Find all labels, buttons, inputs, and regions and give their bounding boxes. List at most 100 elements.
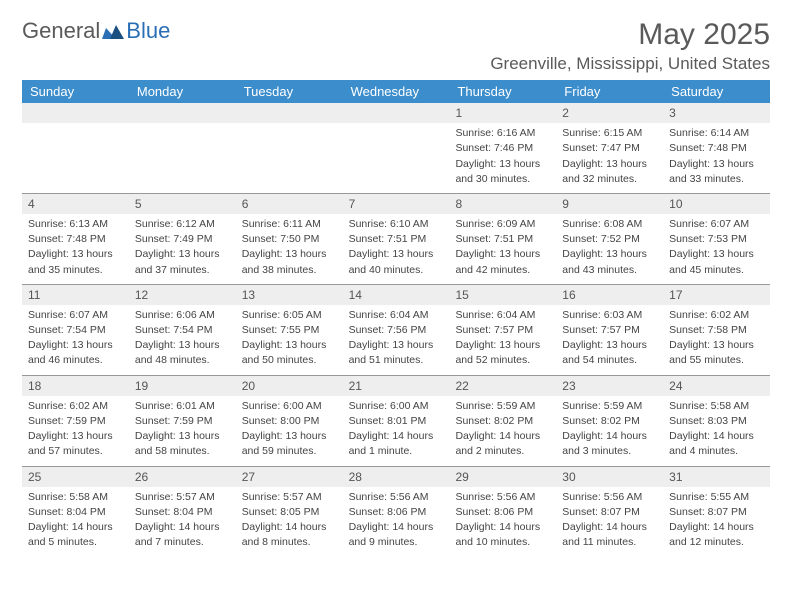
sunrise-line: Sunrise: 6:02 AM: [669, 308, 764, 322]
weekday-col: Saturday: [663, 80, 770, 103]
sunrise-line: Sunrise: 6:00 AM: [242, 399, 337, 413]
daylight-line: and 10 minutes.: [455, 535, 550, 549]
day-cell: [129, 103, 236, 193]
sunset-line: Sunset: 7:48 PM: [669, 141, 764, 155]
day-number: 1: [449, 103, 556, 123]
sunrise-line: Sunrise: 6:10 AM: [349, 217, 444, 231]
page-title: May 2025: [490, 18, 770, 52]
sunrise-line: Sunrise: 5:58 AM: [669, 399, 764, 413]
day-cell: 27Sunrise: 5:57 AMSunset: 8:05 PMDayligh…: [236, 467, 343, 557]
sunset-line: Sunset: 7:59 PM: [135, 414, 230, 428]
day-cell: 6Sunrise: 6:11 AMSunset: 7:50 PMDaylight…: [236, 194, 343, 284]
day-number: 20: [236, 376, 343, 396]
day-number: 3: [663, 103, 770, 123]
daylight-line: Daylight: 13 hours: [562, 157, 657, 171]
daylight-line: Daylight: 13 hours: [28, 429, 123, 443]
day-number: 8: [449, 194, 556, 214]
sunrise-line: Sunrise: 6:02 AM: [28, 399, 123, 413]
day-number: 15: [449, 285, 556, 305]
daylight-line: and 33 minutes.: [669, 172, 764, 186]
day-cell: 1Sunrise: 6:16 AMSunset: 7:46 PMDaylight…: [449, 103, 556, 193]
day-number: [22, 103, 129, 123]
sunset-line: Sunset: 7:57 PM: [455, 323, 550, 337]
daylight-line: Daylight: 13 hours: [135, 247, 230, 261]
day-cell: [343, 103, 450, 193]
daylight-line: Daylight: 13 hours: [28, 338, 123, 352]
weekday-col: Wednesday: [343, 80, 450, 103]
daylight-line: Daylight: 14 hours: [349, 520, 444, 534]
day-cell: 15Sunrise: 6:04 AMSunset: 7:57 PMDayligh…: [449, 285, 556, 375]
sunset-line: Sunset: 7:49 PM: [135, 232, 230, 246]
day-number: 25: [22, 467, 129, 487]
daylight-line: Daylight: 13 hours: [562, 338, 657, 352]
weekday-col: Friday: [556, 80, 663, 103]
logo: General Blue: [22, 18, 170, 44]
sunrise-line: Sunrise: 6:14 AM: [669, 126, 764, 140]
day-number: 22: [449, 376, 556, 396]
sunset-line: Sunset: 8:01 PM: [349, 414, 444, 428]
weekday-col: Sunday: [22, 80, 129, 103]
sunset-line: Sunset: 8:05 PM: [242, 505, 337, 519]
day-body: Sunrise: 6:03 AMSunset: 7:57 PMDaylight:…: [556, 305, 663, 375]
daylight-line: and 11 minutes.: [562, 535, 657, 549]
sunrise-line: Sunrise: 6:08 AM: [562, 217, 657, 231]
sunset-line: Sunset: 8:07 PM: [562, 505, 657, 519]
day-body: Sunrise: 5:58 AMSunset: 8:04 PMDaylight:…: [22, 487, 129, 557]
daylight-line: and 57 minutes.: [28, 444, 123, 458]
day-number: 2: [556, 103, 663, 123]
day-cell: 12Sunrise: 6:06 AMSunset: 7:54 PMDayligh…: [129, 285, 236, 375]
day-number: 7: [343, 194, 450, 214]
daylight-line: and 51 minutes.: [349, 353, 444, 367]
day-body: Sunrise: 6:08 AMSunset: 7:52 PMDaylight:…: [556, 214, 663, 284]
daylight-line: and 5 minutes.: [28, 535, 123, 549]
daylight-line: and 42 minutes.: [455, 263, 550, 277]
day-number: 29: [449, 467, 556, 487]
day-number: 12: [129, 285, 236, 305]
sunset-line: Sunset: 7:53 PM: [669, 232, 764, 246]
day-cell: 23Sunrise: 5:59 AMSunset: 8:02 PMDayligh…: [556, 376, 663, 466]
day-body: Sunrise: 6:01 AMSunset: 7:59 PMDaylight:…: [129, 396, 236, 466]
day-body: Sunrise: 6:04 AMSunset: 7:57 PMDaylight:…: [449, 305, 556, 375]
sunrise-line: Sunrise: 6:00 AM: [349, 399, 444, 413]
daylight-line: and 59 minutes.: [242, 444, 337, 458]
daylight-line: and 54 minutes.: [562, 353, 657, 367]
weekday-col: Thursday: [449, 80, 556, 103]
daylight-line: and 48 minutes.: [135, 353, 230, 367]
daylight-line: Daylight: 13 hours: [562, 247, 657, 261]
daylight-line: and 38 minutes.: [242, 263, 337, 277]
day-cell: 30Sunrise: 5:56 AMSunset: 8:07 PMDayligh…: [556, 467, 663, 557]
daylight-line: Daylight: 13 hours: [349, 247, 444, 261]
daylight-line: Daylight: 13 hours: [28, 247, 123, 261]
day-number: 16: [556, 285, 663, 305]
day-number: 11: [22, 285, 129, 305]
sunrise-line: Sunrise: 5:57 AM: [135, 490, 230, 504]
day-body: Sunrise: 6:11 AMSunset: 7:50 PMDaylight:…: [236, 214, 343, 284]
sunrise-line: Sunrise: 5:56 AM: [455, 490, 550, 504]
day-number: 14: [343, 285, 450, 305]
sunset-line: Sunset: 7:54 PM: [28, 323, 123, 337]
day-number: [343, 103, 450, 123]
day-cell: 20Sunrise: 6:00 AMSunset: 8:00 PMDayligh…: [236, 376, 343, 466]
day-body: Sunrise: 6:02 AMSunset: 7:59 PMDaylight:…: [22, 396, 129, 466]
location: Greenville, Mississippi, United States: [490, 54, 770, 74]
day-cell: 26Sunrise: 5:57 AMSunset: 8:04 PMDayligh…: [129, 467, 236, 557]
sunrise-line: Sunrise: 6:15 AM: [562, 126, 657, 140]
title-block: May 2025 Greenville, Mississippi, United…: [490, 18, 770, 74]
day-cell: 14Sunrise: 6:04 AMSunset: 7:56 PMDayligh…: [343, 285, 450, 375]
day-cell: 17Sunrise: 6:02 AMSunset: 7:58 PMDayligh…: [663, 285, 770, 375]
day-number: 6: [236, 194, 343, 214]
day-body: Sunrise: 6:06 AMSunset: 7:54 PMDaylight:…: [129, 305, 236, 375]
day-cell: 11Sunrise: 6:07 AMSunset: 7:54 PMDayligh…: [22, 285, 129, 375]
day-number: 24: [663, 376, 770, 396]
weekday-header: Sunday Monday Tuesday Wednesday Thursday…: [22, 80, 770, 103]
day-number: 5: [129, 194, 236, 214]
day-body: Sunrise: 6:00 AMSunset: 8:00 PMDaylight:…: [236, 396, 343, 466]
calendar: Sunday Monday Tuesday Wednesday Thursday…: [22, 80, 770, 556]
day-number: 23: [556, 376, 663, 396]
sunrise-line: Sunrise: 6:04 AM: [349, 308, 444, 322]
day-cell: 24Sunrise: 5:58 AMSunset: 8:03 PMDayligh…: [663, 376, 770, 466]
sunset-line: Sunset: 7:52 PM: [562, 232, 657, 246]
sunrise-line: Sunrise: 6:16 AM: [455, 126, 550, 140]
day-body: Sunrise: 6:13 AMSunset: 7:48 PMDaylight:…: [22, 214, 129, 284]
day-body: Sunrise: 6:15 AMSunset: 7:47 PMDaylight:…: [556, 123, 663, 193]
